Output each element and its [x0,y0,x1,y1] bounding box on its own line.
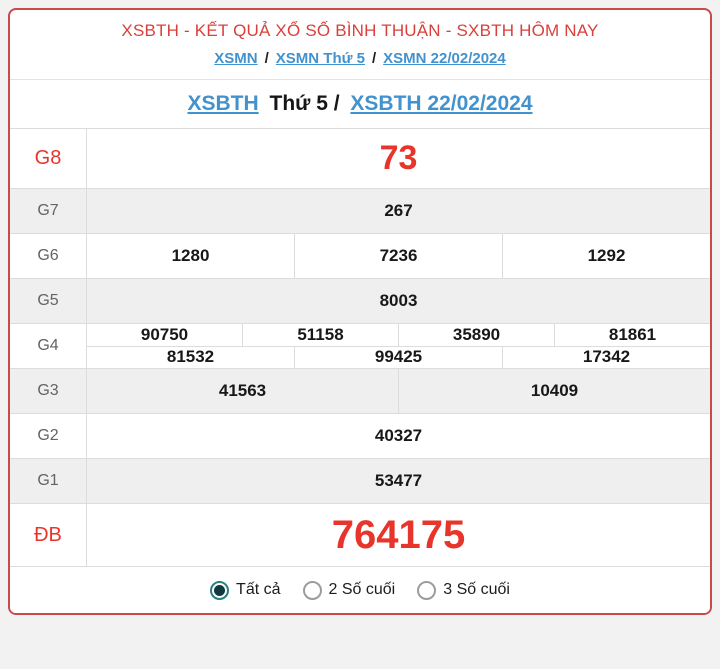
prize-value-db: 764175 [331,512,466,557]
prize-line: 1280 7236 1292 [87,234,710,278]
prize-line: 53477 [87,459,710,503]
subheader-link-xsbth[interactable]: XSBTH [187,92,259,115]
breadcrumb-separator: / [264,50,269,67]
prize-value-g7: 267 [384,201,413,220]
subheader: XSBTH Thứ 5 / XSBTH 22/02/2024 [10,79,710,128]
filter-options: Tất cả 2 Số cuối 3 Số cuối [10,566,710,613]
prize-value-g3: 41563 [218,381,267,400]
table-row-g1: G1 53477 [10,458,710,503]
filter-option-2[interactable]: 3 Số cuối [417,580,510,600]
prize-label-g4: G4 [10,324,87,368]
table-row-g7: G7 267 [10,188,710,233]
lottery-result-card: XSBTH - KẾT QUẢ XỔ SỐ BÌNH THUẬN - SXBTH… [8,8,712,615]
prize-line: 267 [87,189,710,233]
filter-option-0[interactable]: Tất cả [210,580,281,600]
prize-label-g2: G2 [10,414,87,458]
results-table: G8 73 G7 267 G6 1280 7236 1292 G5 8003 G4 90750 5115… [10,128,710,566]
breadcrumb: XSMN / XSMN Thứ 5 / XSMN 22/02/2024 [20,50,700,67]
prize-line: 81532 99425 17342 [87,345,710,368]
prize-label-g5: G5 [10,279,87,323]
filter-option-label: Tất cả [236,581,281,598]
prize-values-g1: 53477 [87,459,710,503]
prize-value-g4: 99425 [294,346,502,368]
prize-line: 40327 [87,414,710,458]
prize-label-g3: G3 [10,369,87,413]
prize-value-g6: 1280 [171,246,210,265]
prize-values-g5: 8003 [87,279,710,323]
prize-value-g4: 51158 [242,324,398,346]
breadcrumb-separator: / [371,50,377,67]
prize-values-g6: 1280 7236 1292 [87,234,710,278]
prize-values-g8: 73 [87,129,710,188]
prize-line: 73 [87,129,710,188]
radio-icon[interactable] [210,580,230,600]
prize-values-g7: 267 [87,189,710,233]
prize-value-g4: 17342 [502,346,710,368]
prize-label-g6: G6 [10,234,87,278]
prize-value-g6: 7236 [294,234,502,278]
prize-value-g1: 53477 [374,471,423,490]
prize-line: 41563 10409 [87,369,710,413]
breadcrumb-link-0[interactable]: XSMN [214,50,258,67]
subheader-link-date[interactable]: XSBTH 22/02/2024 [350,92,533,115]
breadcrumb-link-1[interactable]: XSMN Thứ 5 [275,50,365,67]
prize-values-db: 764175 [87,504,710,566]
prize-label-g1: G1 [10,459,87,503]
prize-values-g3: 41563 10409 [87,369,710,413]
table-row-g5: G5 8003 [10,278,710,323]
prize-value-g4: 90750 [140,324,189,344]
radio-icon[interactable] [302,580,322,600]
table-row-g3: G3 41563 10409 [10,368,710,413]
table-row-db: ĐB 764175 [10,503,710,566]
breadcrumb-link-2[interactable]: XSMN 22/02/2024 [383,50,506,67]
prize-line: 8003 [87,279,710,323]
prize-values-g2: 40327 [87,414,710,458]
prize-line: 90750 51158 35890 81861 [87,324,710,346]
prize-label-db: ĐB [10,504,87,566]
prize-value-g4: 81861 [554,324,710,346]
radio-icon[interactable] [417,580,437,600]
filter-option-label: 3 Số cuối [443,581,510,598]
table-row-g8: G8 73 [10,128,710,188]
table-row-g6: G6 1280 7236 1292 [10,233,710,278]
prize-value-g3: 10409 [398,369,710,413]
prize-value-g4: 35890 [398,324,554,346]
prize-label-g7: G7 [10,189,87,233]
prize-label-g8: G8 [10,129,87,188]
subheader-day-text: Thứ 5 / [269,92,340,115]
page-title: XSBTH - KẾT QUẢ XỔ SỐ BÌNH THUẬN - SXBTH… [121,21,599,40]
card-header: XSBTH - KẾT QUẢ XỔ SỐ BÌNH THUẬN - SXBTH… [10,10,710,79]
prize-value-g5: 8003 [379,291,418,310]
prize-value-g6: 1292 [502,234,710,278]
table-row-g4: G4 90750 51158 35890 81861 81532 99425 17342 [10,323,710,368]
filter-option-label: 2 Số cuối [328,581,396,598]
prize-value-g8: 73 [379,139,418,177]
prize-line: 764175 [87,504,710,566]
filter-option-1[interactable]: 2 Số cuối [302,580,396,600]
table-row-g2: G2 40327 [10,413,710,458]
prize-value-g2: 40327 [374,426,423,445]
prize-values-g4: 90750 51158 35890 81861 81532 99425 17342 [87,324,710,368]
prize-value-g4: 81532 [166,347,215,367]
